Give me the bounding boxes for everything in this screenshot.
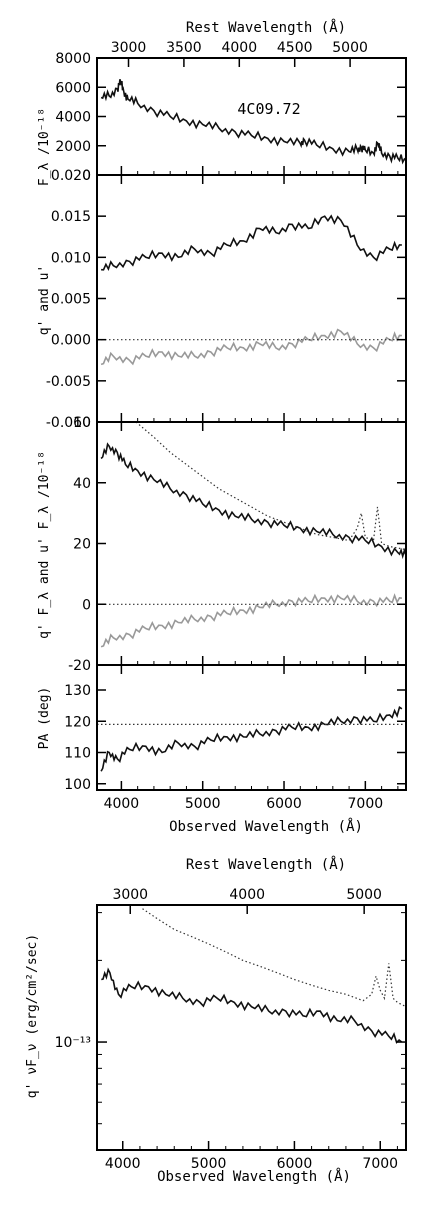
x-tick-label: 6000 [266,796,302,812]
y-tick-label: 40 [73,476,91,492]
y-tick-label: 10⁻¹³ [55,1035,91,1051]
panel-polarized_flux: -20 0 20 40 60 [68,415,407,674]
y-tick-label: 110 [64,746,91,762]
y-tick-label: 2000 [55,139,91,155]
polarization-y-label: q' and u' [37,265,52,335]
y-tick-label: 0.000 [51,333,91,349]
series-line-fractional_polarization-1 [100,328,402,366]
polarized-flux-y-label: q' F_λ and u' F_λ /10⁻¹⁸ [37,451,52,639]
x-tick-label: 4000 [105,1156,141,1172]
y-tick-label: 6000 [55,80,91,96]
panel-sed: 10⁻¹³ 4000 5000 6000 7000 3000 4000 5000 [55,887,407,1172]
top-tick-label: 3000 [111,40,147,56]
sed-y-label: q' νF_ν (erg/cm²/sec) [25,934,40,1098]
y-tick-label: 60 [73,415,91,431]
plot-area: 0 2000 4000 6000 8000 3000 3500 4000 4500 5000 -0.… [46,40,407,1172]
flux-y-label: F_λ /10⁻¹⁸ [37,108,52,186]
y-tick-label: -0.005 [46,374,91,390]
top-tick-label: 4000 [229,887,265,903]
top-tick-label: 5000 [332,40,368,56]
y-tick-label: 120 [64,714,91,730]
panel-frame-sed [96,904,407,1151]
top-tick-label: 3000 [112,887,148,903]
top-tick-label: 5000 [346,887,382,903]
y-tick-label: 100 [64,777,91,793]
series-line-sed-0 [101,967,403,1044]
y-tick-label: 8000 [55,51,91,67]
x-axis-label: Observed Wavelength (Å) [169,818,363,835]
y-tick-label: 0 [82,168,91,184]
series-line-flux-0 [100,79,407,165]
y-tick-label: 130 [64,683,91,699]
y-tick-label: 0 [82,597,91,613]
sed-x-axis-label: Observed Wavelength (Å) [157,1168,351,1185]
y-tick-label: -20 [68,658,91,674]
x-tick-label: 7000 [362,1156,398,1172]
panel-position_angle: 100 110 120 130 4000 5000 6000 7000 [64,664,407,812]
series-line-polarized_flux-2 [135,421,407,551]
pa-y-label: PA (deg) [37,687,52,750]
panel-fractional_polarization: -0.010 -0.005 0.000 0.005 0.010 0.015 0.020 [46,168,407,431]
x-tick-label: 5000 [185,796,221,812]
y-tick-label: 0.015 [51,209,91,225]
y-tick-label: -0.010 [46,415,91,431]
y-tick-label: 20 [73,537,91,553]
series-line-polarized_flux-1 [100,593,402,648]
panel-annotation: 4C09.72 [237,100,300,118]
x-tick-label: 6000 [277,1156,313,1172]
top-tick-label: 3500 [166,40,202,56]
series-line-fractional_polarization-0 [101,214,402,271]
x-tick-label: 7000 [348,796,384,812]
y-tick-label: 0.010 [51,250,91,266]
y-tick-label: 0.020 [51,168,91,184]
y-tick-label: 0.005 [51,292,91,308]
y-tick-label: 4000 [55,110,91,126]
x-tick-label: 5000 [191,1156,227,1172]
series-line-polarized_flux-0 [100,442,407,560]
top-tick-label: 4000 [221,40,257,56]
top-axis-label: Rest Wavelength (Å) [186,19,346,36]
x-tick-label: 4000 [104,796,140,812]
sed-top-axis-label: Rest Wavelength (Å) [186,856,346,873]
top-tick-label: 4500 [277,40,313,56]
series-line-position_angle-0 [100,706,403,772]
